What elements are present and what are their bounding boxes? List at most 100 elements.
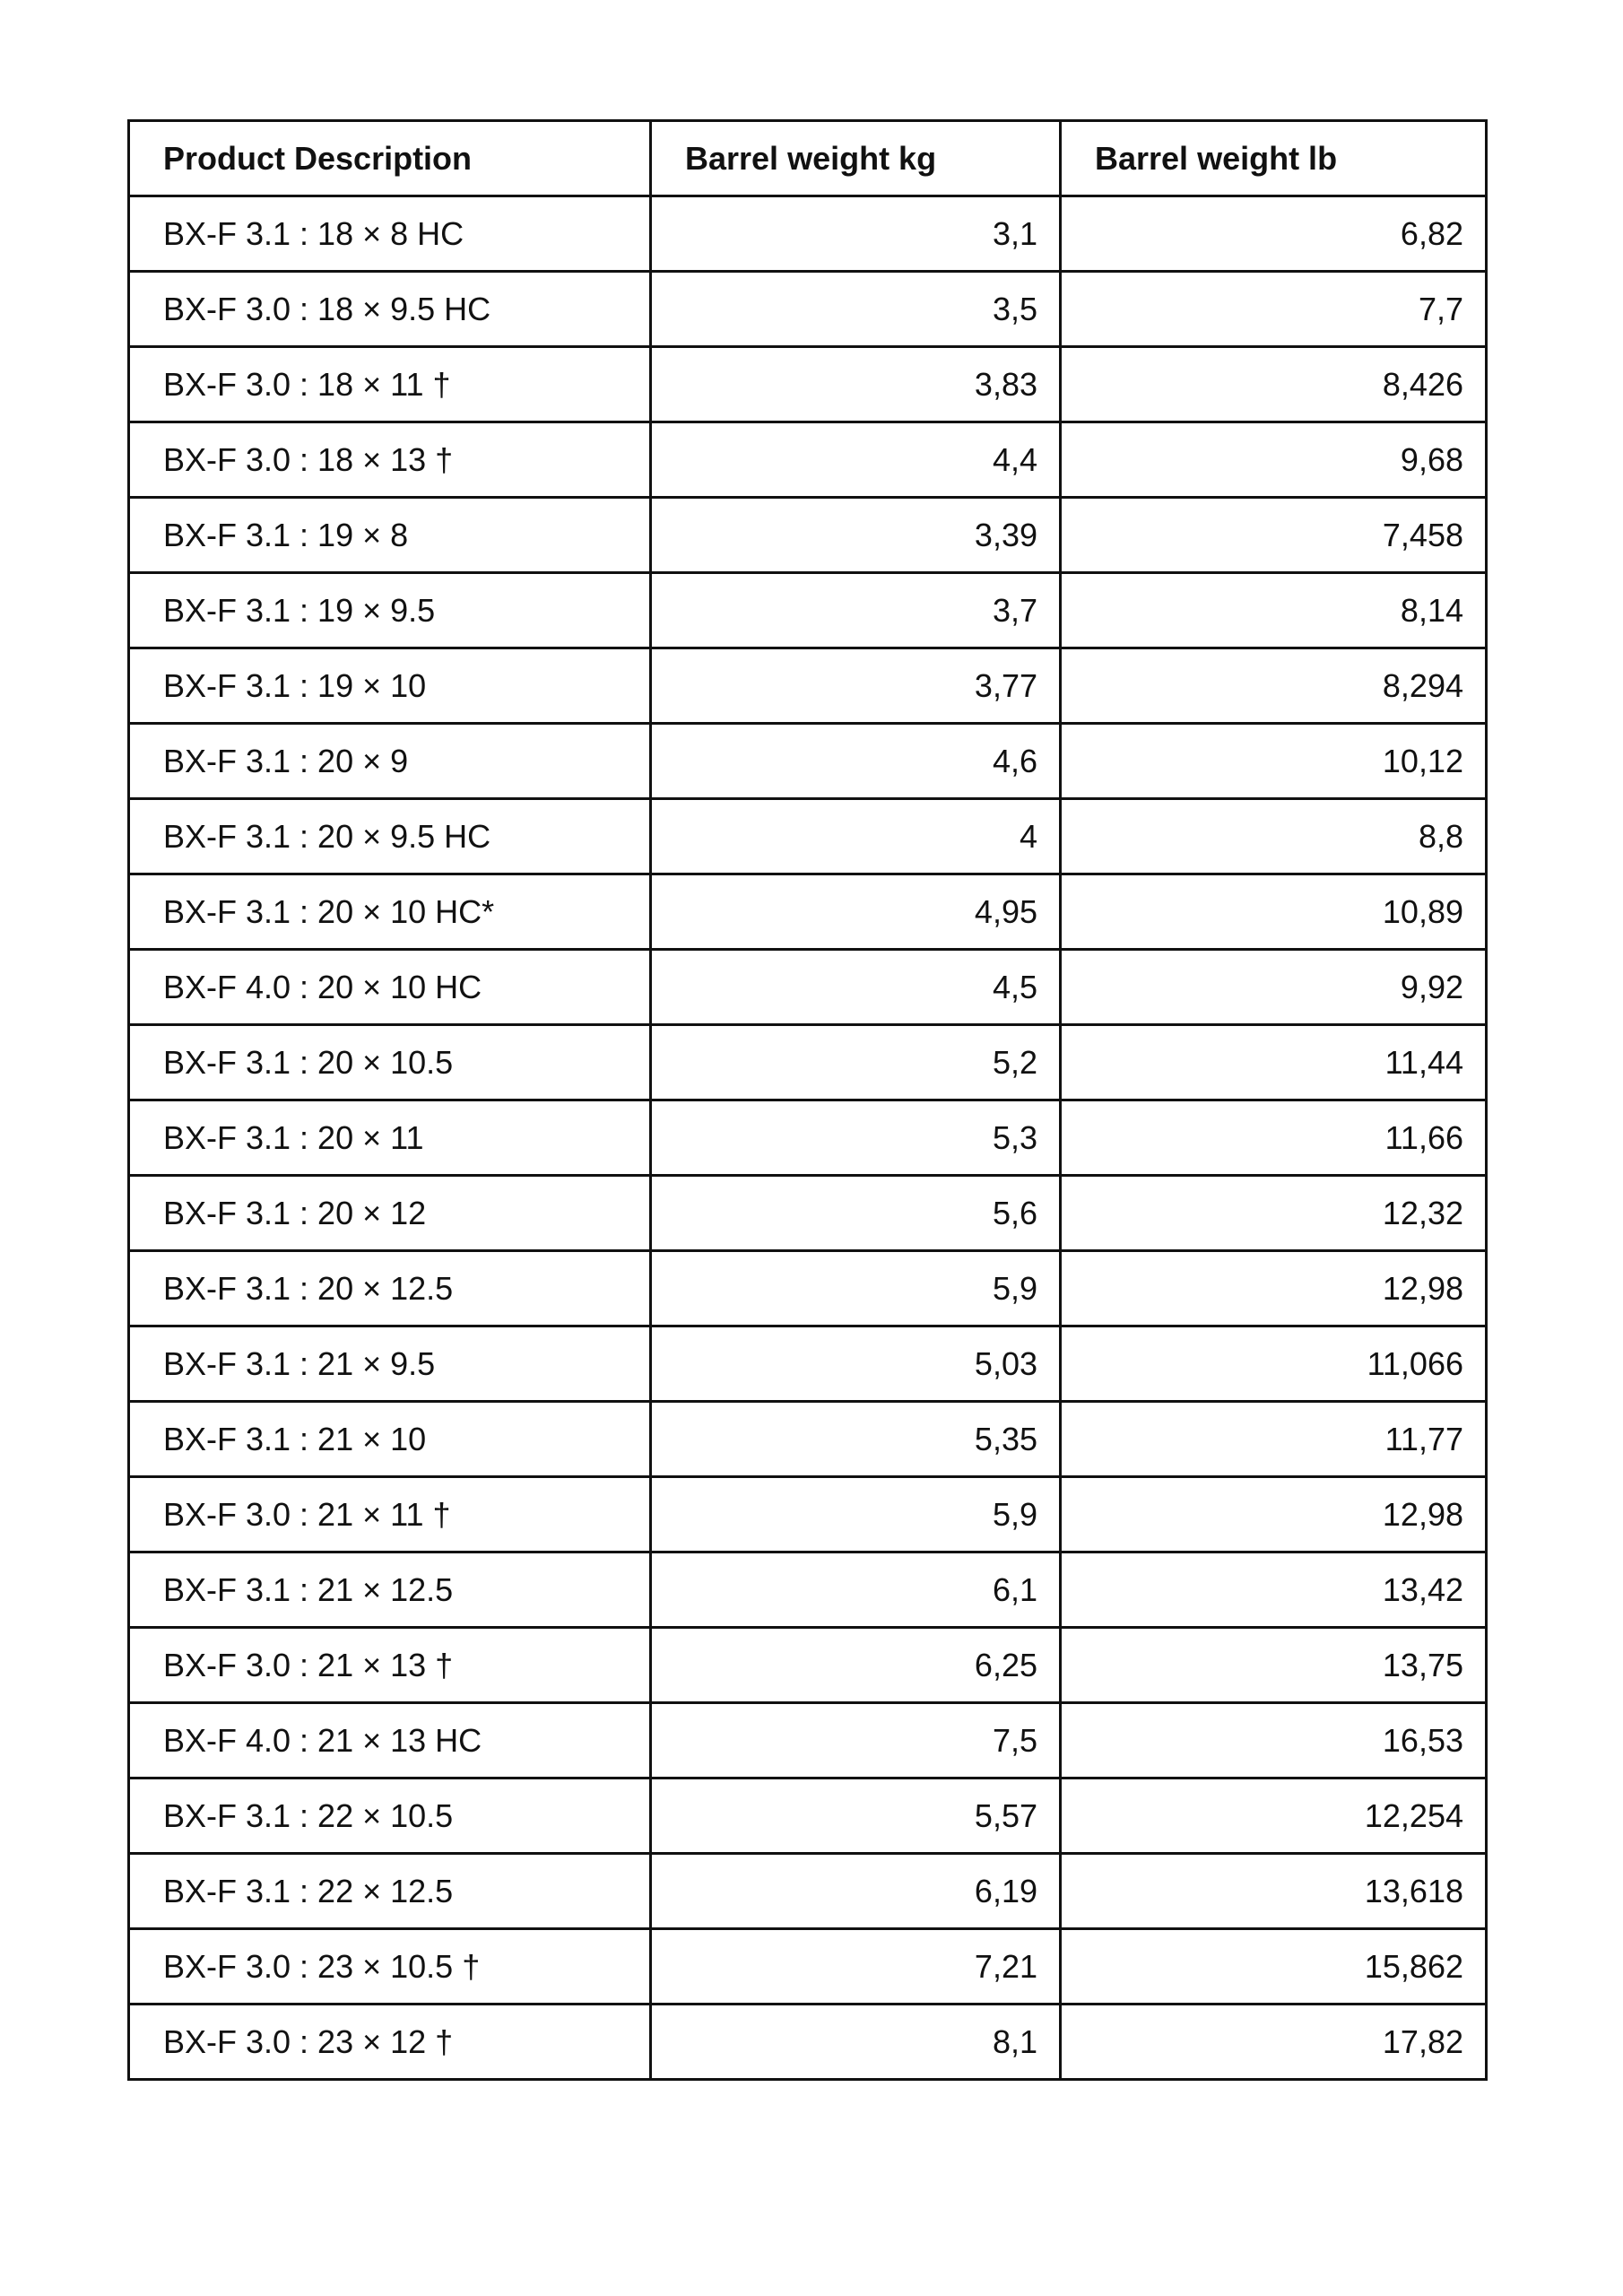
- product-description-cell: BX-F 3.0 : 23 × 10.5 †: [127, 1927, 652, 2005]
- barrel-weight-lb-cell: 11,77: [1059, 1400, 1488, 1478]
- barrel-weight-lb-cell: 12,254: [1059, 1777, 1488, 1855]
- product-description-cell: BX-F 3.0 : 18 × 13 †: [127, 421, 652, 499]
- barrel-weight-lb-cell: 15,862: [1059, 1927, 1488, 2005]
- barrel-weight-kg-cell: 6,19: [649, 1852, 1062, 1930]
- table-row: BX-F 3.1 : 18 × 8 HC 3,1 6,82: [127, 195, 1488, 273]
- table-row: BX-F 3.0 : 23 × 12 † 8,1 17,82: [127, 2003, 1488, 2081]
- barrel-weight-kg-cell: 5,3: [649, 1099, 1062, 1177]
- barrel-weight-kg-cell: 6,25: [649, 1626, 1062, 1704]
- table-body: BX-F 3.1 : 18 × 8 HC 3,1 6,82 BX-F 3.0 : 18…: [127, 195, 1488, 2081]
- table-header-row: Product Description Barrel weight kg Bar…: [127, 119, 1488, 197]
- barrel-weight-kg-cell: 8,1: [649, 2003, 1062, 2081]
- barrel-weight-kg-cell: 3,1: [649, 195, 1062, 273]
- barrel-weight-lb-cell: 8,426: [1059, 345, 1488, 423]
- product-description-cell: BX-F 3.1 : 20 × 11: [127, 1099, 652, 1177]
- barrel-weight-kg-cell: 3,39: [649, 496, 1062, 574]
- barrel-weight-kg-cell: 7,21: [649, 1927, 1062, 2005]
- product-description-cell: BX-F 3.1 : 21 × 12.5: [127, 1551, 652, 1629]
- product-description-cell: BX-F 3.1 : 20 × 9: [127, 722, 652, 800]
- barrel-weight-kg-cell: 5,9: [649, 1475, 1062, 1553]
- barrel-weight-kg-cell: 4,5: [649, 948, 1062, 1026]
- table-row: BX-F 3.1 : 21 × 9.5 5,03 11,066: [127, 1325, 1488, 1403]
- barrel-weight-kg-cell: 5,2: [649, 1023, 1062, 1101]
- barrel-weight-lb-cell: 9,92: [1059, 948, 1488, 1026]
- barrel-weight-lb-cell: 8,294: [1059, 647, 1488, 725]
- header-barrel-weight-kg: Barrel weight kg: [649, 119, 1062, 197]
- barrel-weight-lb-cell: 9,68: [1059, 421, 1488, 499]
- product-description-cell: BX-F 3.1 : 18 × 8 HC: [127, 195, 652, 273]
- barrel-weight-kg-cell: 4,6: [649, 722, 1062, 800]
- product-description-cell: BX-F 3.1 : 21 × 10: [127, 1400, 652, 1478]
- barrel-weight-kg-cell: 3,77: [649, 647, 1062, 725]
- table-row: BX-F 3.0 : 18 × 9.5 HC 3,5 7,7: [127, 270, 1488, 348]
- header-product-description: Product Description: [127, 119, 652, 197]
- table-row: BX-F 3.0 : 21 × 11 † 5,9 12,98: [127, 1475, 1488, 1553]
- barrel-weight-kg-cell: 3,5: [649, 270, 1062, 348]
- table-row: BX-F 3.1 : 20 × 11 5,3 11,66: [127, 1099, 1488, 1177]
- table-row: BX-F 3.1 : 20 × 9.5 HC 4 8,8: [127, 797, 1488, 875]
- product-description-cell: BX-F 4.0 : 21 × 13 HC: [127, 1701, 652, 1779]
- product-description-cell: BX-F 3.1 : 19 × 10: [127, 647, 652, 725]
- barrel-weight-kg-cell: 5,35: [649, 1400, 1062, 1478]
- table-row: BX-F 3.1 : 20 × 12.5 5,9 12,98: [127, 1249, 1488, 1327]
- barrel-weight-lb-cell: 7,458: [1059, 496, 1488, 574]
- table-row: BX-F 3.0 : 18 × 13 † 4,4 9,68: [127, 421, 1488, 499]
- table-row: BX-F 3.1 : 20 × 10 HC* 4,95 10,89: [127, 873, 1488, 951]
- product-description-cell: BX-F 3.1 : 20 × 10 HC*: [127, 873, 652, 951]
- barrel-weight-kg-cell: 4: [649, 797, 1062, 875]
- header-barrel-weight-lb: Barrel weight lb: [1059, 119, 1488, 197]
- barrel-weight-lb-cell: 11,066: [1059, 1325, 1488, 1403]
- table-row: BX-F 3.0 : 18 × 11 † 3,83 8,426: [127, 345, 1488, 423]
- barrel-weight-kg-cell: 4,95: [649, 873, 1062, 951]
- table-row: BX-F 3.1 : 19 × 8 3,39 7,458: [127, 496, 1488, 574]
- barrel-weight-lb-cell: 12,98: [1059, 1475, 1488, 1553]
- barrel-weight-kg-cell: 6,1: [649, 1551, 1062, 1629]
- table-row: BX-F 3.1 : 19 × 9.5 3,7 8,14: [127, 571, 1488, 649]
- barrel-weight-kg-cell: 3,83: [649, 345, 1062, 423]
- barrel-weight-lb-cell: 16,53: [1059, 1701, 1488, 1779]
- table-row: BX-F 4.0 : 21 × 13 HC 7,5 16,53: [127, 1701, 1488, 1779]
- barrel-weight-lb-cell: 7,7: [1059, 270, 1488, 348]
- barrel-weight-lb-cell: 17,82: [1059, 2003, 1488, 2081]
- product-description-cell: BX-F 3.1 : 21 × 9.5: [127, 1325, 652, 1403]
- table-row: BX-F 3.0 : 21 × 13 † 6,25 13,75: [127, 1626, 1488, 1704]
- barrel-weight-lb-cell: 11,44: [1059, 1023, 1488, 1101]
- table-row: BX-F 3.1 : 21 × 12.5 6,1 13,42: [127, 1551, 1488, 1629]
- table-row: BX-F 3.1 : 19 × 10 3,77 8,294: [127, 647, 1488, 725]
- product-description-cell: BX-F 3.0 : 18 × 11 †: [127, 345, 652, 423]
- barrel-weight-lb-cell: 10,89: [1059, 873, 1488, 951]
- barrel-weight-lb-cell: 8,8: [1059, 797, 1488, 875]
- product-description-cell: BX-F 3.0 : 21 × 11 †: [127, 1475, 652, 1553]
- product-description-cell: BX-F 3.1 : 22 × 12.5: [127, 1852, 652, 1930]
- barrel-weight-lb-cell: 13,618: [1059, 1852, 1488, 1930]
- barrel-weight-kg-cell: 5,6: [649, 1174, 1062, 1252]
- table-row: BX-F 3.1 : 20 × 9 4,6 10,12: [127, 722, 1488, 800]
- table-row: BX-F 3.0 : 23 × 10.5 † 7,21 15,862: [127, 1927, 1488, 2005]
- barrel-weight-lb-cell: 10,12: [1059, 722, 1488, 800]
- barrel-weight-table: Product Description Barrel weight kg Bar…: [127, 119, 1488, 2081]
- barrel-weight-kg-cell: 5,57: [649, 1777, 1062, 1855]
- product-description-cell: BX-F 3.1 : 22 × 10.5: [127, 1777, 652, 1855]
- product-description-cell: BX-F 3.1 : 20 × 12: [127, 1174, 652, 1252]
- barrel-weight-lb-cell: 8,14: [1059, 571, 1488, 649]
- barrel-weight-lb-cell: 12,32: [1059, 1174, 1488, 1252]
- barrel-weight-kg-cell: 5,03: [649, 1325, 1062, 1403]
- product-description-cell: BX-F 3.1 : 19 × 9.5: [127, 571, 652, 649]
- table-row: BX-F 3.1 : 21 × 10 5,35 11,77: [127, 1400, 1488, 1478]
- barrel-weight-lb-cell: 6,82: [1059, 195, 1488, 273]
- product-description-cell: BX-F 3.0 : 21 × 13 †: [127, 1626, 652, 1704]
- product-description-cell: BX-F 4.0 : 20 × 10 HC: [127, 948, 652, 1026]
- table-row: BX-F 4.0 : 20 × 10 HC 4,5 9,92: [127, 948, 1488, 1026]
- product-description-cell: BX-F 3.1 : 19 × 8: [127, 496, 652, 574]
- product-description-cell: BX-F 3.1 : 20 × 9.5 HC: [127, 797, 652, 875]
- table-row: BX-F 3.1 : 20 × 10.5 5,2 11,44: [127, 1023, 1488, 1101]
- barrel-weight-lb-cell: 13,42: [1059, 1551, 1488, 1629]
- table-row: BX-F 3.1 : 22 × 10.5 5,57 12,254: [127, 1777, 1488, 1855]
- barrel-weight-kg-cell: 4,4: [649, 421, 1062, 499]
- product-description-cell: BX-F 3.0 : 18 × 9.5 HC: [127, 270, 652, 348]
- barrel-weight-kg-cell: 7,5: [649, 1701, 1062, 1779]
- barrel-weight-lb-cell: 11,66: [1059, 1099, 1488, 1177]
- table-row: BX-F 3.1 : 20 × 12 5,6 12,32: [127, 1174, 1488, 1252]
- barrel-weight-lb-cell: 13,75: [1059, 1626, 1488, 1704]
- barrel-weight-kg-cell: 5,9: [649, 1249, 1062, 1327]
